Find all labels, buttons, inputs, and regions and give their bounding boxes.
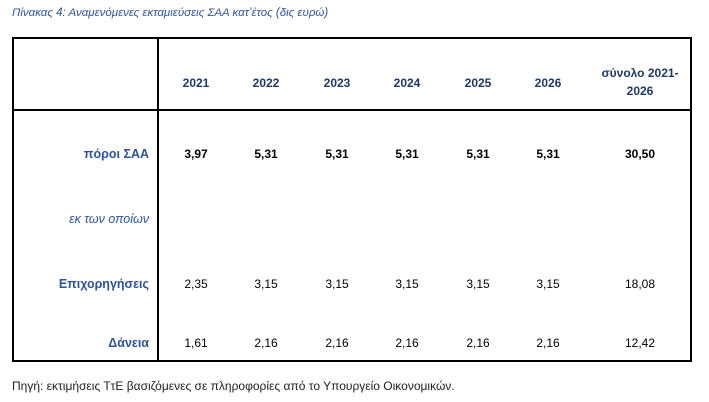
cell: 3,97 — [184, 147, 208, 161]
cell: 5,31 — [536, 147, 560, 161]
cell: 3,15 — [254, 277, 278, 291]
cell: 3,15 — [466, 277, 490, 291]
table-divider-vertical — [157, 37, 159, 362]
cell-total: 18,08 — [624, 277, 656, 291]
cell: 2,35 — [184, 277, 208, 291]
data-table-border — [12, 37, 692, 362]
table-divider-horizontal — [12, 109, 692, 111]
row-label-resources: πόροι ΣΑΑ — [83, 147, 149, 161]
cell: 2,16 — [325, 336, 349, 350]
cell: 1,61 — [184, 336, 208, 350]
cell-total: 12,42 — [624, 336, 656, 350]
row-label-grants: Επιχορηγήσεις — [58, 277, 149, 291]
cell: 2,16 — [466, 336, 490, 350]
table-caption: Πίνακας 4: Αναμενόμενες εκταμιεύσεις ΣΑΑ… — [12, 7, 329, 19]
cell: 5,31 — [466, 147, 490, 161]
column-header-total-line1: σύνολο 2021- — [601, 66, 679, 80]
cell: 5,31 — [254, 147, 278, 161]
row-label-of-which: εκ των οποίων — [69, 212, 149, 226]
cell: 2,16 — [395, 336, 419, 350]
column-header-total-line2: 2026 — [626, 84, 654, 98]
column-header-2022: 2022 — [252, 76, 280, 90]
cell: 3,15 — [395, 277, 419, 291]
column-header-2026: 2026 — [534, 76, 562, 90]
row-label-loans: Δάνεια — [108, 336, 149, 350]
cell: 2,16 — [254, 336, 278, 350]
column-header-2025: 2025 — [464, 76, 492, 90]
column-header-2021: 2021 — [182, 76, 210, 90]
cell-total: 30,50 — [624, 147, 656, 161]
column-header-2024: 2024 — [393, 76, 421, 90]
cell: 5,31 — [395, 147, 419, 161]
cell: 3,15 — [325, 277, 349, 291]
column-header-2023: 2023 — [323, 76, 351, 90]
cell: 2,16 — [536, 336, 560, 350]
cell: 5,31 — [325, 147, 349, 161]
cell: 3,15 — [536, 277, 560, 291]
column-header-total: σύνολο 2021- 2026 — [601, 64, 678, 100]
source-note: Πηγή: εκτιμήσεις ΤτΕ βασιζόμενες σε πληρ… — [12, 379, 455, 393]
